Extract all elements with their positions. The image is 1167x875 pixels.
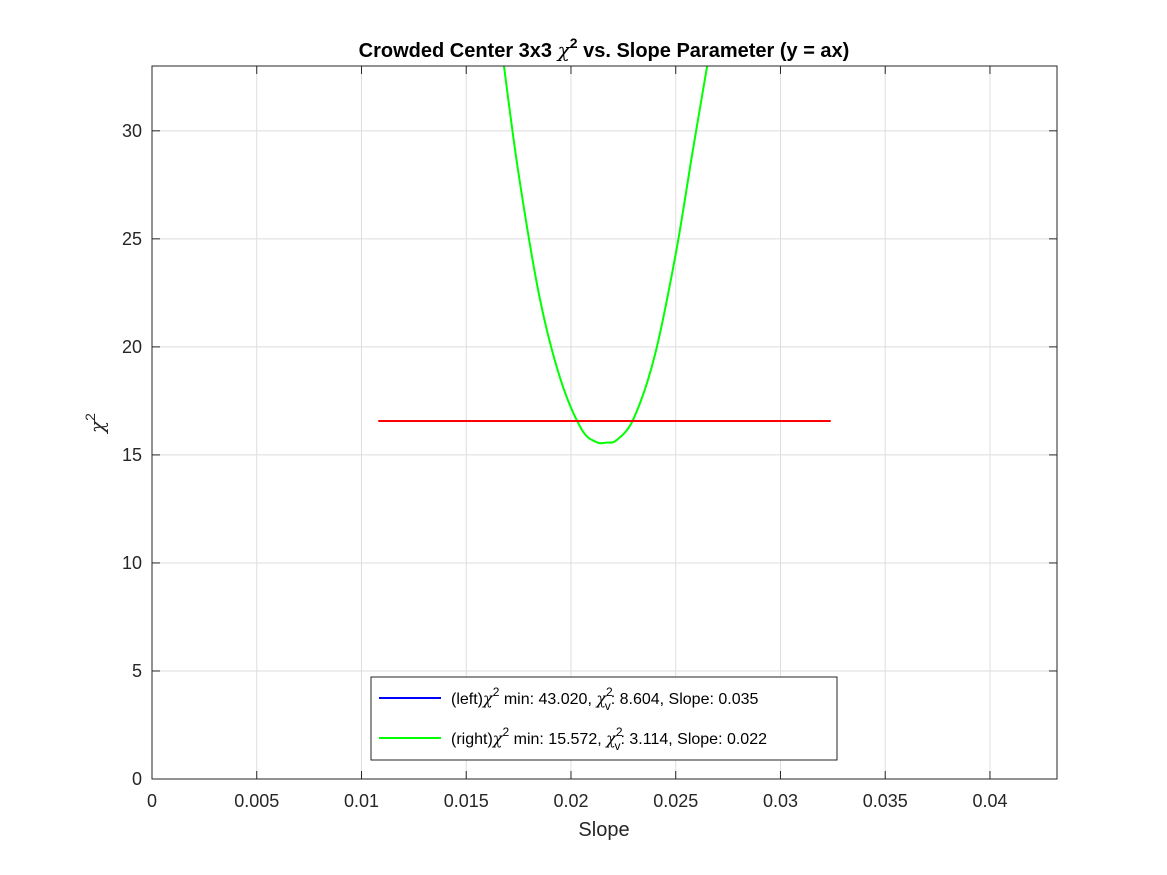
x-tick-labels: 0 0.005 0.01 0.015 0.02 0.025 0.03 0.035 0.04 <box>147 791 1007 811</box>
chart-title-chi-symbol: χ <box>556 38 572 62</box>
series-line-1 <box>502 66 709 445</box>
legend-entry-left: (left)χ2 min: 43.020, χ2 v: 8.604, Slope:… <box>451 685 759 713</box>
y-tick-label: 30 <box>122 121 142 141</box>
y-tick-label: 20 <box>122 337 142 357</box>
y-axis-label-superscript: 2 <box>82 413 98 421</box>
x-tick-label: 0.04 <box>972 791 1007 811</box>
x-tick-label: 0.01 <box>344 791 379 811</box>
x-tick-label: 0.035 <box>863 791 908 811</box>
x-tick-label: 0.03 <box>763 791 798 811</box>
chart-title-prefix: Crowded Center 3x3 <box>359 40 558 62</box>
axes-background <box>152 66 1057 779</box>
legend-entry-right: (right)χ2 min: 15.572, χ2 v: 3.114, Slope… <box>451 725 767 753</box>
chart-title: Crowded Center 3x3 χ2 vs. Slope Paramete… <box>359 35 850 62</box>
y-tick-label: 5 <box>132 661 142 681</box>
x-tick-label: 0.02 <box>553 791 588 811</box>
y-tick-label: 25 <box>122 229 142 249</box>
y-tick-labels: 0 5 10 15 20 25 30 <box>122 121 142 789</box>
x-tick-label: 0.005 <box>234 791 279 811</box>
x-tick-label: 0 <box>147 791 157 811</box>
legend: (left)χ2 min: 43.020, χ2 v: 8.604, Slope:… <box>370 676 838 761</box>
y-tick-label: 0 <box>132 769 142 789</box>
legend-box <box>370 676 838 761</box>
y-tick-label: 15 <box>122 445 142 465</box>
x-tick-label: 0.015 <box>444 791 489 811</box>
y-axis-label: χ2 <box>82 413 109 435</box>
y-tick-label: 10 <box>122 553 142 573</box>
y-axis-label-chi: χ <box>85 419 109 435</box>
axis-ticks <box>151 66 1057 780</box>
axes-box <box>151 65 1058 780</box>
x-axis-label: Slope <box>578 819 629 841</box>
x-tick-label: 0.025 <box>653 791 698 811</box>
chart-title-suffix: vs. Slope Parameter (y = ax) <box>578 40 850 62</box>
series-layer <box>378 66 831 445</box>
chart-title-superscript: 2 <box>570 35 578 51</box>
